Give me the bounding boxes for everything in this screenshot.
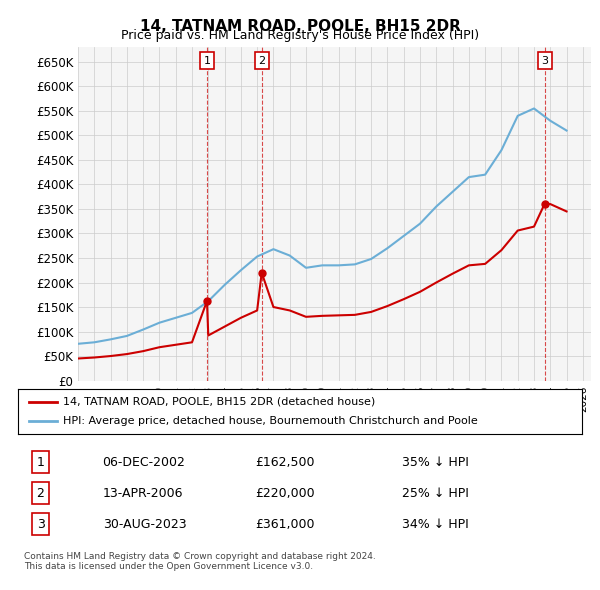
- Text: Contains HM Land Registry data © Crown copyright and database right 2024.
This d: Contains HM Land Registry data © Crown c…: [24, 552, 376, 571]
- Text: 2: 2: [37, 487, 44, 500]
- Text: 1: 1: [203, 55, 211, 65]
- Text: 3: 3: [541, 55, 548, 65]
- Text: 35% ↓ HPI: 35% ↓ HPI: [401, 455, 469, 469]
- Text: HPI: Average price, detached house, Bournemouth Christchurch and Poole: HPI: Average price, detached house, Bour…: [63, 417, 478, 426]
- Text: 3: 3: [37, 517, 44, 531]
- Text: 06-DEC-2002: 06-DEC-2002: [103, 455, 185, 469]
- Text: £361,000: £361,000: [255, 517, 314, 531]
- Text: 25% ↓ HPI: 25% ↓ HPI: [401, 487, 469, 500]
- Text: £162,500: £162,500: [255, 455, 314, 469]
- Text: 30-AUG-2023: 30-AUG-2023: [103, 517, 186, 531]
- Text: 14, TATNAM ROAD, POOLE, BH15 2DR (detached house): 14, TATNAM ROAD, POOLE, BH15 2DR (detach…: [63, 397, 376, 407]
- Text: Price paid vs. HM Land Registry's House Price Index (HPI): Price paid vs. HM Land Registry's House …: [121, 30, 479, 42]
- Text: 1: 1: [37, 455, 44, 469]
- Text: 2: 2: [258, 55, 265, 65]
- Text: 34% ↓ HPI: 34% ↓ HPI: [401, 517, 468, 531]
- Text: £220,000: £220,000: [255, 487, 314, 500]
- Text: 13-APR-2006: 13-APR-2006: [103, 487, 183, 500]
- Text: 14, TATNAM ROAD, POOLE, BH15 2DR: 14, TATNAM ROAD, POOLE, BH15 2DR: [140, 19, 460, 34]
